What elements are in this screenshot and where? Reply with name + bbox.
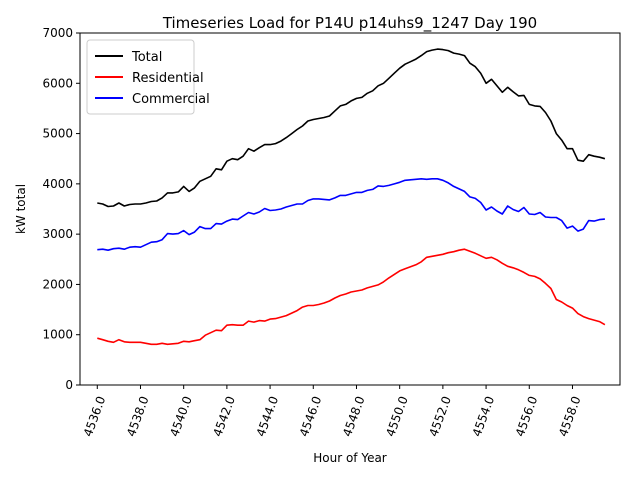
legend-label-commercial: Commercial (132, 92, 210, 107)
y-axis-label: kW total (14, 184, 28, 234)
x-axis-label: Hour of Year (313, 451, 387, 465)
legend-label-residential: Residential (132, 71, 204, 86)
y-tick-label: 3000 (42, 227, 73, 241)
series-line-total (97, 48, 606, 208)
y-tick-label: 4000 (42, 177, 73, 191)
series-lines (97, 48, 606, 346)
legend-label-total: Total (131, 50, 162, 65)
y-axis-ticks: 0 1000 2000 3000 4000 5000 6000 7000 (42, 26, 80, 392)
plot-frame (79, 32, 621, 386)
legend-box (86, 39, 195, 115)
legend: Total Residential Commercial (86, 39, 210, 115)
y-tick-label: 2000 (42, 277, 73, 291)
series-line-residential (97, 248, 606, 346)
chart-title: Timeseries Load for P14U p14uhs9_1247 Da… (162, 14, 537, 33)
y-tick-label: 1000 (42, 328, 73, 342)
y-tick-label: 5000 (42, 127, 73, 141)
series-line-commercial (97, 178, 605, 251)
y-tick-label: 7000 (42, 26, 73, 40)
y-tick-label: 0 (65, 378, 73, 392)
y-tick-label: 6000 (42, 76, 73, 90)
